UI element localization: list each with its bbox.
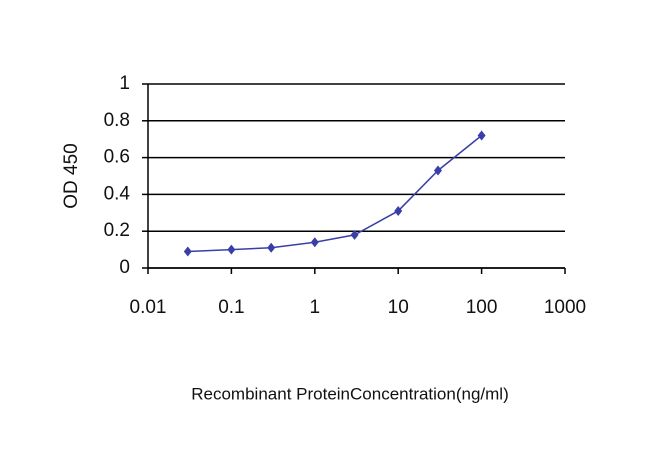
- data-point: [310, 237, 319, 248]
- x-tick-label: 0.1: [218, 297, 244, 318]
- data-point: [183, 246, 192, 257]
- x-tick-label: 0.01: [130, 297, 167, 318]
- data-point: [394, 205, 403, 216]
- x-tick-label: 1000: [544, 297, 586, 318]
- data-point: [477, 130, 486, 141]
- y-axis-title: OD 450: [61, 143, 82, 208]
- y-tick-label: 1: [119, 73, 130, 94]
- y-tick-label: 0.4: [104, 183, 131, 204]
- x-tick-label: 1: [310, 297, 321, 318]
- data-line: [187, 134, 483, 253]
- data-point: [433, 165, 442, 176]
- y-tick-label: 0.6: [104, 147, 130, 168]
- data-point: [227, 244, 236, 255]
- x-axis-title: Recombinant ProteinConcentration(ng/ml): [191, 384, 509, 403]
- y-tick-label: 0.2: [104, 220, 130, 241]
- x-tick-label: 10: [388, 297, 409, 318]
- x-tick-label: 100: [466, 297, 498, 318]
- y-tick-label: 0.8: [104, 110, 130, 131]
- y-tick-label: 0: [119, 257, 130, 278]
- data-point: [350, 229, 359, 240]
- data-point: [267, 242, 276, 253]
